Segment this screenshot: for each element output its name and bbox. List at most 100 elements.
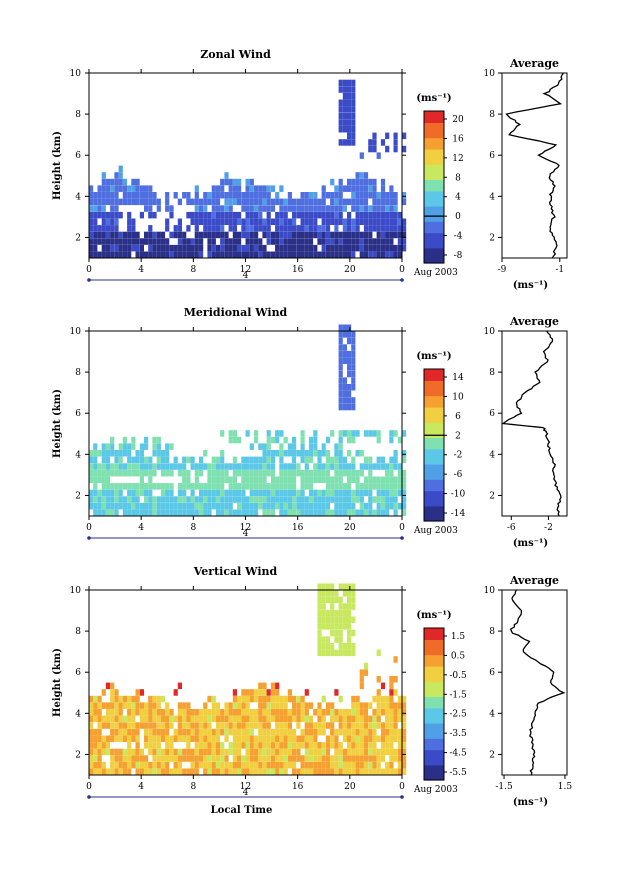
heatmap-cell xyxy=(228,218,233,225)
heatmap-cell xyxy=(385,198,390,206)
heatmap-cell xyxy=(262,469,267,477)
heatmap-cell xyxy=(338,79,343,87)
heatmap-cell xyxy=(330,231,335,239)
heatmap-cell xyxy=(275,695,280,703)
heatmap-cell xyxy=(254,768,259,775)
heatmap-cell xyxy=(376,231,381,239)
heatmap-cell xyxy=(334,623,339,630)
heatmap-cell xyxy=(203,192,208,199)
heatmap-cell xyxy=(368,244,373,252)
heatmap-cell xyxy=(199,735,204,742)
heatmap-cell xyxy=(127,728,132,736)
heatmap-cell xyxy=(363,456,369,464)
heatmap-cell xyxy=(232,755,237,762)
heatmap-cell xyxy=(165,218,170,225)
heatmap-cell xyxy=(228,509,233,516)
heatmap-cell xyxy=(393,489,398,497)
heatmap-cell xyxy=(402,748,407,756)
heatmap-cell xyxy=(241,225,246,232)
heatmap-cell xyxy=(359,469,364,477)
heatmap-cell xyxy=(317,463,322,470)
heatmap-cell xyxy=(385,768,390,775)
heatmap-cell xyxy=(363,702,369,709)
heatmap-cell xyxy=(338,251,343,258)
heatmap-cell xyxy=(182,728,187,736)
heatmap-cell xyxy=(372,709,377,716)
average-x-tick-label: -6 xyxy=(507,523,516,533)
heatmap-cell xyxy=(372,715,377,723)
heatmap-cell xyxy=(211,715,216,723)
heatmap-cell xyxy=(313,469,318,477)
heatmap-cell xyxy=(317,649,322,657)
heatmap-cell xyxy=(300,735,305,742)
colorbar-swatch xyxy=(424,505,444,511)
heatmap-cell xyxy=(186,502,191,510)
x-tick-label: 0 xyxy=(399,782,405,792)
colorbar-tick-label: 20 xyxy=(452,115,464,125)
heatmap-cell xyxy=(351,231,356,239)
heatmap-cell xyxy=(173,761,178,769)
heatmap-cell xyxy=(321,205,326,212)
colorbar-swatch xyxy=(424,730,444,735)
heatmap-cell xyxy=(275,483,280,490)
heatmap-cell xyxy=(241,715,246,723)
colorbar-tick-label: -10 xyxy=(451,490,466,500)
heatmap-cell xyxy=(308,225,314,232)
heatmap-cell xyxy=(211,198,216,206)
heatmap-cell xyxy=(325,590,331,597)
heatmap-cell xyxy=(321,742,326,749)
heatmap-cell xyxy=(135,722,140,729)
heatmap-cell xyxy=(199,755,204,762)
heatmap-cell xyxy=(342,509,347,516)
heatmap-cell xyxy=(300,695,305,703)
heatmap-cell xyxy=(156,251,161,258)
heatmap-cell xyxy=(173,225,178,232)
heatmap-cell xyxy=(144,463,149,470)
heatmap-cell xyxy=(254,244,259,252)
heatmap-cell xyxy=(207,198,212,206)
heatmap-cell xyxy=(266,469,271,477)
colorbar-tick-label: -8 xyxy=(454,251,463,261)
heatmap-cell xyxy=(122,695,127,703)
heatmap-cell xyxy=(338,463,343,470)
colorbar-swatch xyxy=(424,376,444,381)
heatmap-cell xyxy=(355,748,360,756)
heatmap-cell xyxy=(376,463,381,470)
heatmap-cell xyxy=(355,728,360,736)
heatmap-cell xyxy=(165,225,170,232)
heatmap-cell xyxy=(283,702,288,709)
heatmap-cell xyxy=(169,489,174,497)
heatmap-cell xyxy=(342,99,347,106)
heatmap-cell xyxy=(397,476,402,483)
heatmap-cell xyxy=(148,463,153,470)
heatmap-cell xyxy=(97,238,102,245)
heatmap-cell xyxy=(165,205,170,212)
heatmap-cell xyxy=(207,761,212,769)
heatmap-cell xyxy=(313,463,318,470)
heatmap-cell xyxy=(334,185,339,192)
heatmap-cell xyxy=(135,695,140,703)
heatmap-cell xyxy=(110,768,115,775)
heatmap-cell xyxy=(148,722,153,729)
heatmap-cell xyxy=(215,185,221,192)
heatmap-cell xyxy=(393,251,398,258)
heatmap-cell xyxy=(249,748,254,756)
heatmap-cell xyxy=(127,469,132,477)
heatmap-cell xyxy=(220,489,225,497)
colorbar-tick-label: 8 xyxy=(455,173,461,183)
heatmap-cell xyxy=(283,715,288,723)
heatmap-cell xyxy=(165,443,170,450)
heatmap-cell xyxy=(300,443,305,450)
heatmap-cell xyxy=(182,502,187,510)
heatmap-cell xyxy=(101,476,106,483)
heatmap-cell xyxy=(317,469,322,477)
heatmap-cell xyxy=(347,748,352,756)
heatmap-cell xyxy=(156,483,161,490)
heatmap-cell xyxy=(283,198,288,206)
chart-title: Zonal Wind xyxy=(200,48,271,61)
colorbar-swatch xyxy=(424,202,444,207)
heatmap-cell xyxy=(342,483,347,490)
heatmap-cell xyxy=(139,192,144,199)
heatmap-cell xyxy=(351,755,356,762)
